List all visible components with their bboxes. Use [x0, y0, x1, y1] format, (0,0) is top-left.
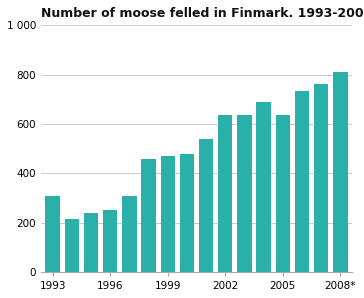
Bar [84, 213, 98, 272]
Bar [218, 115, 233, 272]
Bar [314, 85, 328, 272]
Bar [46, 195, 60, 272]
Bar [103, 210, 118, 272]
Bar [256, 102, 271, 272]
Bar [276, 115, 290, 272]
Bar [333, 72, 348, 272]
Bar [161, 156, 175, 272]
Bar [295, 91, 309, 272]
Bar [122, 195, 136, 272]
Bar [180, 153, 194, 272]
Text: Number of moose felled in Finmark. 1993-2008*: Number of moose felled in Finmark. 1993-… [41, 7, 364, 20]
Bar [141, 159, 156, 272]
Bar [199, 139, 213, 272]
Bar [65, 219, 79, 272]
Bar [237, 115, 252, 272]
